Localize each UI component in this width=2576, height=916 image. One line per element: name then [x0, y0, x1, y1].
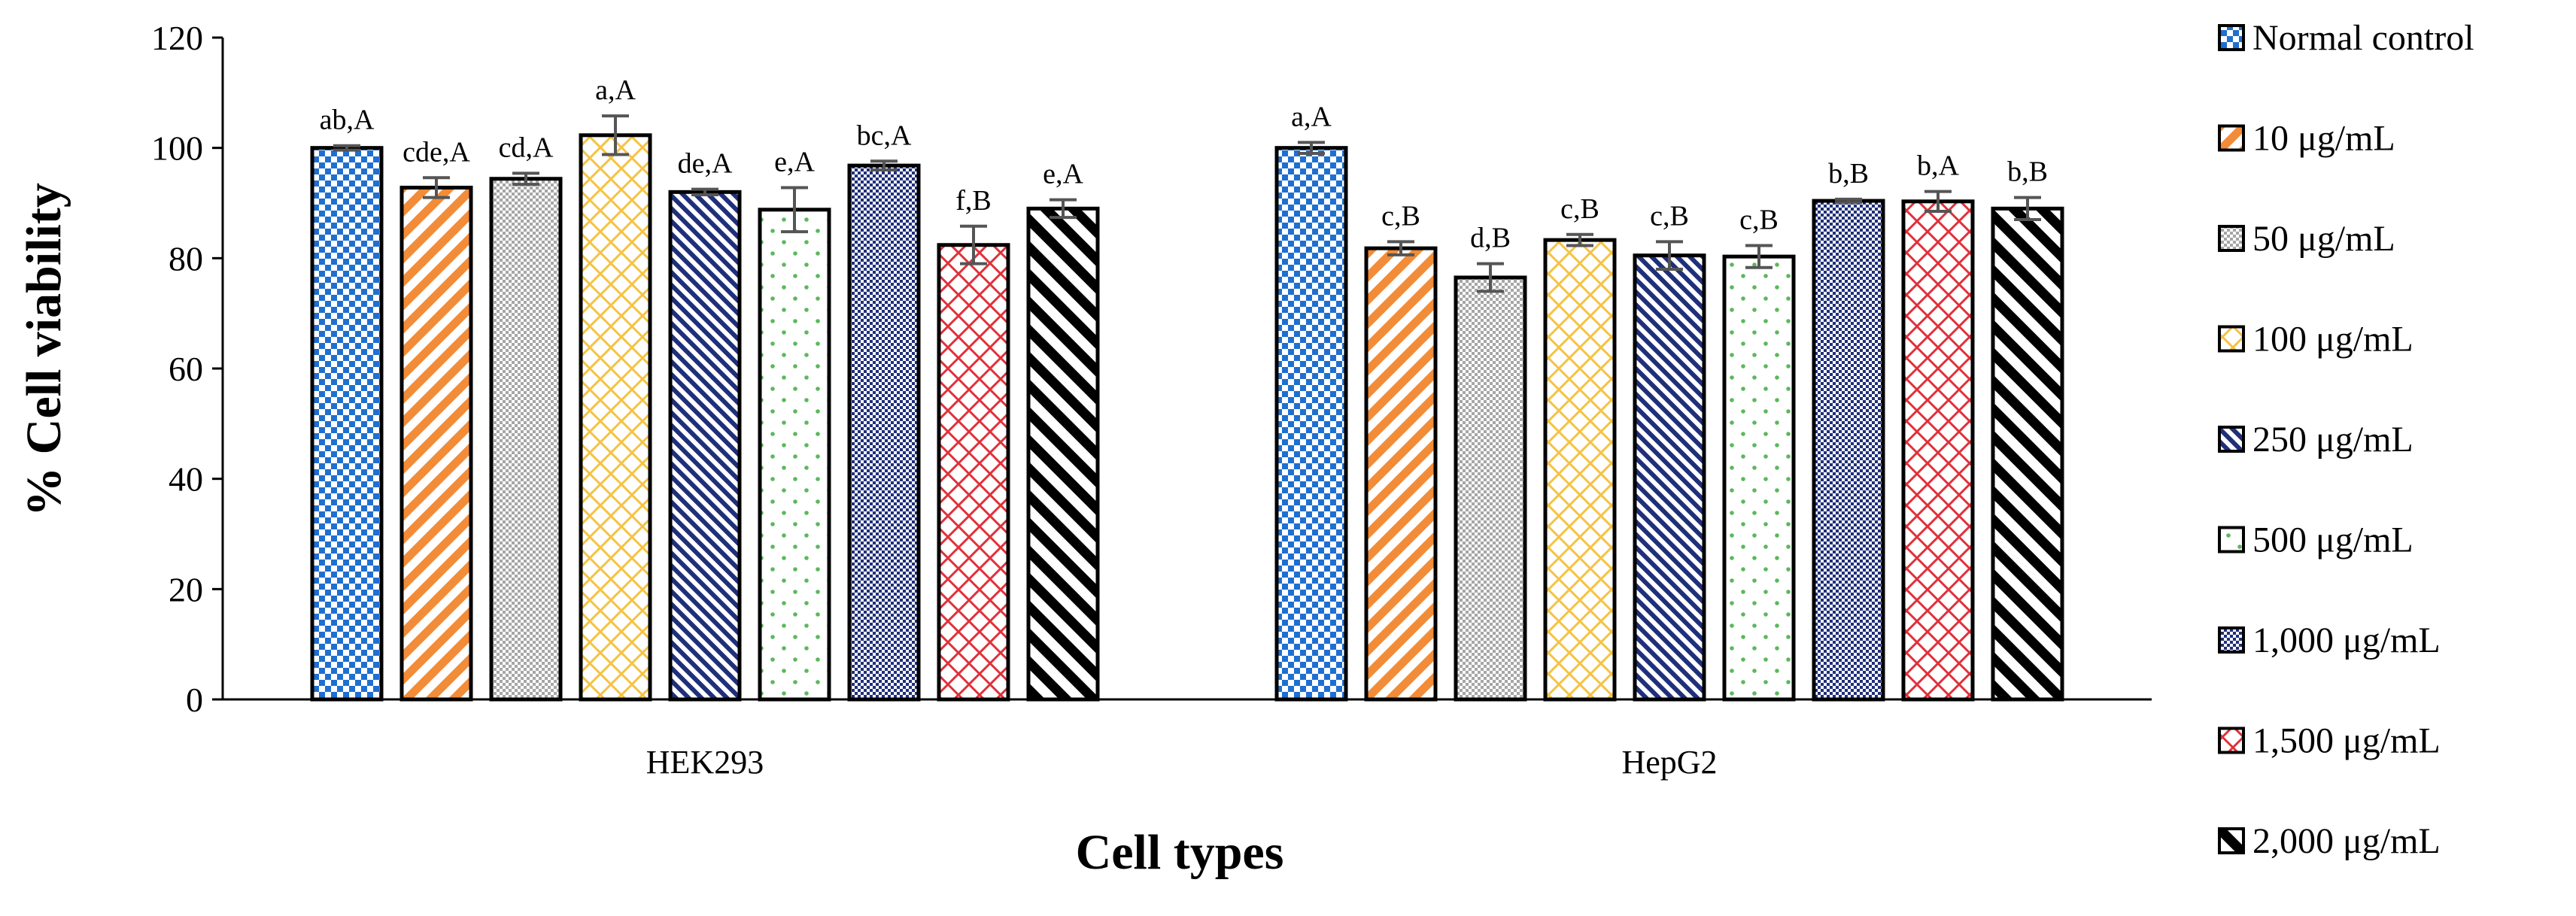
- category-label-hek293: HEK293: [646, 744, 764, 781]
- legend-label: 50 μg/mL: [2252, 219, 2395, 259]
- bar-hek293-6: [847, 163, 921, 702]
- legend-swatch: [2218, 24, 2245, 51]
- bar-hepg2-1: [1364, 246, 1438, 702]
- bar-hepg2-6: [1812, 199, 1885, 702]
- legend-label: 1,000 μg/mL: [2252, 620, 2441, 660]
- bar-hepg2-0: [1274, 146, 1348, 702]
- data-label: e,A: [774, 146, 815, 177]
- legend-swatch: [2218, 526, 2245, 554]
- data-label: b,A: [1917, 150, 1960, 182]
- data-label: a,A: [1291, 101, 1332, 132]
- y-tick-label: 80: [169, 239, 203, 278]
- bar-hek293-4: [668, 190, 742, 702]
- data-label: cde,A: [402, 136, 470, 168]
- bar-hepg2-5: [1722, 254, 1796, 702]
- bars: ab,A cde,A cd,A a,A de,A e,A bc,A f,B e,A a,A c,B d…: [310, 74, 2064, 702]
- data-label: c,B: [1650, 200, 1689, 232]
- legend-swatch: [2218, 325, 2245, 353]
- data-label: ab,A: [320, 105, 375, 136]
- legend-label: Normal control: [2252, 18, 2474, 58]
- bar-hepg2-2: [1454, 275, 1527, 702]
- y-tick-label: 20: [169, 570, 203, 608]
- y-axis-title: % Cell viability: [17, 183, 71, 517]
- data-label: c,B: [1560, 193, 1599, 225]
- y-tick-label: 40: [169, 460, 203, 499]
- category-label-hepg2: HepG2: [1621, 744, 1717, 781]
- y-tick-label: 60: [169, 350, 203, 388]
- data-label: f,B: [955, 185, 992, 217]
- data-label: c,B: [1381, 200, 1420, 232]
- y-tick-label: 100: [151, 129, 203, 168]
- bar-hepg2-7: [1901, 199, 1975, 702]
- bar-hek293-2: [489, 177, 563, 702]
- legend: Normal control 10 μg/mL 50 μg/mL 100 μg/mL 2…: [2218, 18, 2474, 861]
- legend-swatch: [2218, 225, 2245, 252]
- category-labels: HEK293 HepG2: [646, 744, 1718, 781]
- x-axis-title: Cell types: [1076, 825, 1284, 880]
- y-tick-label: 0: [186, 681, 203, 719]
- data-label: b,B: [2007, 156, 2048, 188]
- data-label: bc,A: [857, 120, 912, 151]
- legend-label: 250 μg/mL: [2252, 420, 2413, 460]
- legend-swatch: [2218, 827, 2245, 854]
- y-tick-label: 120: [151, 19, 203, 57]
- data-label: d,B: [1470, 223, 1511, 254]
- bar-hepg2-8: [1991, 206, 2064, 702]
- y-ticks: 0 20 40 60 80 100 120: [151, 19, 223, 719]
- bar-hepg2-3: [1543, 238, 1617, 702]
- legend-label: 2,000 μg/mL: [2252, 821, 2441, 861]
- legend-label: 1,500 μg/mL: [2252, 721, 2441, 761]
- legend-swatch: [2218, 726, 2245, 754]
- bar-hek293-3: [579, 133, 652, 702]
- legend-label: 100 μg/mL: [2252, 320, 2413, 359]
- bar-hek293-0: [310, 146, 384, 702]
- data-label: cd,A: [499, 132, 554, 163]
- data-label: c,B: [1739, 204, 1779, 235]
- legend-swatch: [2218, 124, 2245, 152]
- legend-label: 500 μg/mL: [2252, 520, 2413, 560]
- data-label: a,A: [595, 74, 636, 106]
- bar-hek293-5: [758, 208, 831, 702]
- bar-hepg2-4: [1633, 253, 1706, 702]
- data-label: de,A: [678, 148, 733, 180]
- bar-hek293-1: [399, 185, 473, 702]
- data-label: e,A: [1043, 159, 1083, 190]
- bar-hek293-8: [1026, 206, 1100, 702]
- bar-hek293-7: [937, 243, 1010, 702]
- data-label: b,B: [1828, 158, 1869, 190]
- legend-swatch: [2218, 626, 2245, 654]
- legend-label: 10 μg/mL: [2252, 119, 2395, 159]
- legend-swatch: [2218, 426, 2245, 453]
